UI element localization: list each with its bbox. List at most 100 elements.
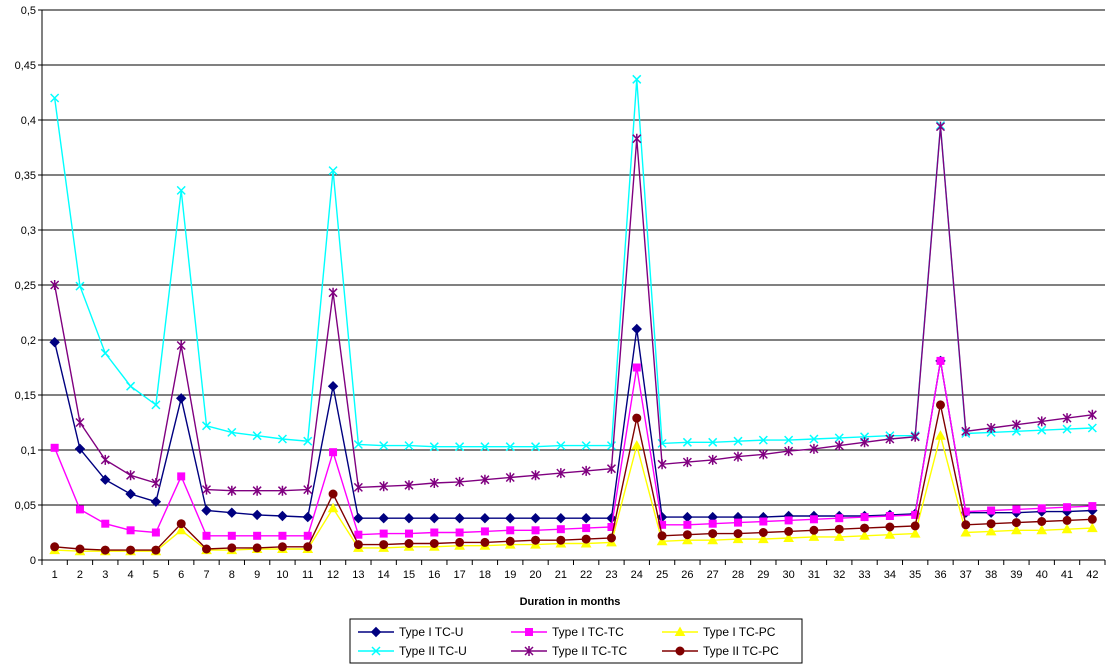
data-point	[657, 459, 667, 470]
data-point	[809, 515, 818, 524]
data-point	[734, 518, 743, 527]
data-point	[226, 507, 238, 518]
data-point	[631, 323, 642, 335]
data-point	[353, 482, 363, 493]
data-point	[176, 340, 186, 351]
data-point	[683, 520, 692, 529]
data-point	[1011, 518, 1021, 528]
data-point	[656, 535, 668, 546]
data-point	[531, 470, 541, 481]
data-point	[403, 512, 415, 524]
data-point	[884, 529, 896, 539]
series-line	[53, 79, 1093, 448]
data-point	[1062, 424, 1072, 434]
x-tick-label: 37	[960, 569, 972, 581]
data-point	[328, 489, 338, 499]
data-point	[682, 511, 693, 523]
x-tick-label: 16	[428, 569, 440, 581]
data-point	[556, 468, 566, 479]
x-tick-label: 32	[833, 569, 845, 581]
data-point	[581, 534, 591, 544]
data-point	[835, 514, 844, 523]
data-point	[1011, 419, 1021, 430]
y-tick-label: 0,3	[21, 225, 36, 237]
data-point	[75, 417, 85, 428]
legend-item: Type I TC-U	[358, 625, 463, 639]
data-point	[885, 522, 895, 532]
x-tick-label: 5	[153, 569, 159, 581]
x-tick-label: 29	[757, 569, 769, 581]
data-point	[834, 524, 844, 534]
data-point	[303, 531, 312, 540]
data-point	[606, 463, 616, 474]
data-point	[303, 542, 313, 552]
data-point	[506, 526, 515, 535]
y-tick-label: 0,25	[15, 280, 36, 292]
x-tick-label: 36	[934, 569, 946, 581]
data-point	[961, 520, 971, 530]
data-point	[784, 526, 794, 536]
data-point	[227, 485, 237, 496]
data-point	[100, 454, 110, 465]
data-point	[151, 545, 161, 555]
data-point	[911, 510, 920, 519]
data-point	[1063, 503, 1072, 512]
x-axis-label: Duration in months	[520, 596, 621, 608]
data-point	[201, 484, 212, 495]
legend-marker	[675, 646, 685, 656]
data-point	[758, 435, 768, 445]
data-point	[909, 528, 921, 538]
data-point	[1037, 425, 1047, 435]
data-point	[960, 526, 972, 537]
data-point	[758, 449, 768, 460]
y-tick-label: 0,2	[21, 335, 36, 347]
data-point	[404, 441, 414, 451]
x-tick-label: 13	[352, 569, 364, 581]
data-point	[1061, 523, 1073, 534]
data-point	[327, 502, 339, 513]
data-point	[632, 74, 642, 84]
data-point	[201, 505, 212, 516]
data-point	[480, 527, 489, 536]
y-tick-label: 0	[30, 555, 36, 567]
legend: Type I TC-U Type I TC-TC Type I TC-PC Type …	[349, 618, 803, 664]
data-point	[708, 454, 718, 465]
legend-label: Type II TC-PC	[703, 644, 779, 658]
x-tick-labels: 1 2 3 4 5 6 7 8 9 10 11 12 13 14 15 16 17 18 19 20 21 22 23 24 2…	[52, 569, 1099, 581]
x-tick-label: 31	[808, 569, 820, 581]
data-point	[176, 185, 186, 195]
data-point	[75, 544, 85, 554]
data-point	[252, 431, 262, 441]
data-point	[126, 545, 136, 555]
data-point	[834, 440, 844, 451]
x-tick-label: 20	[529, 569, 541, 581]
data-point	[707, 534, 719, 545]
data-point	[632, 413, 642, 423]
data-point	[429, 539, 439, 548]
data-point	[834, 433, 844, 443]
data-point	[682, 534, 693, 545]
data-point	[1087, 409, 1097, 420]
data-point	[1011, 426, 1021, 436]
data-point	[758, 528, 768, 537]
data-point	[759, 517, 768, 526]
data-point	[531, 535, 541, 545]
data-point	[733, 436, 743, 446]
x-tick-label: 24	[631, 569, 643, 581]
data-point	[708, 519, 717, 528]
data-point	[75, 505, 84, 514]
x-tick-label: 6	[178, 569, 184, 581]
data-point	[809, 525, 819, 535]
data-point	[1062, 413, 1072, 424]
data-point	[252, 485, 262, 496]
data-point	[1037, 416, 1047, 427]
x-tick-label: 14	[378, 569, 390, 581]
y-tick-label: 0,45	[15, 60, 36, 72]
data-point	[833, 531, 845, 541]
x-tick-label: 4	[128, 569, 134, 581]
data-point	[100, 545, 110, 555]
data-point	[227, 531, 236, 540]
data-point	[379, 481, 389, 492]
data-point	[126, 470, 136, 481]
